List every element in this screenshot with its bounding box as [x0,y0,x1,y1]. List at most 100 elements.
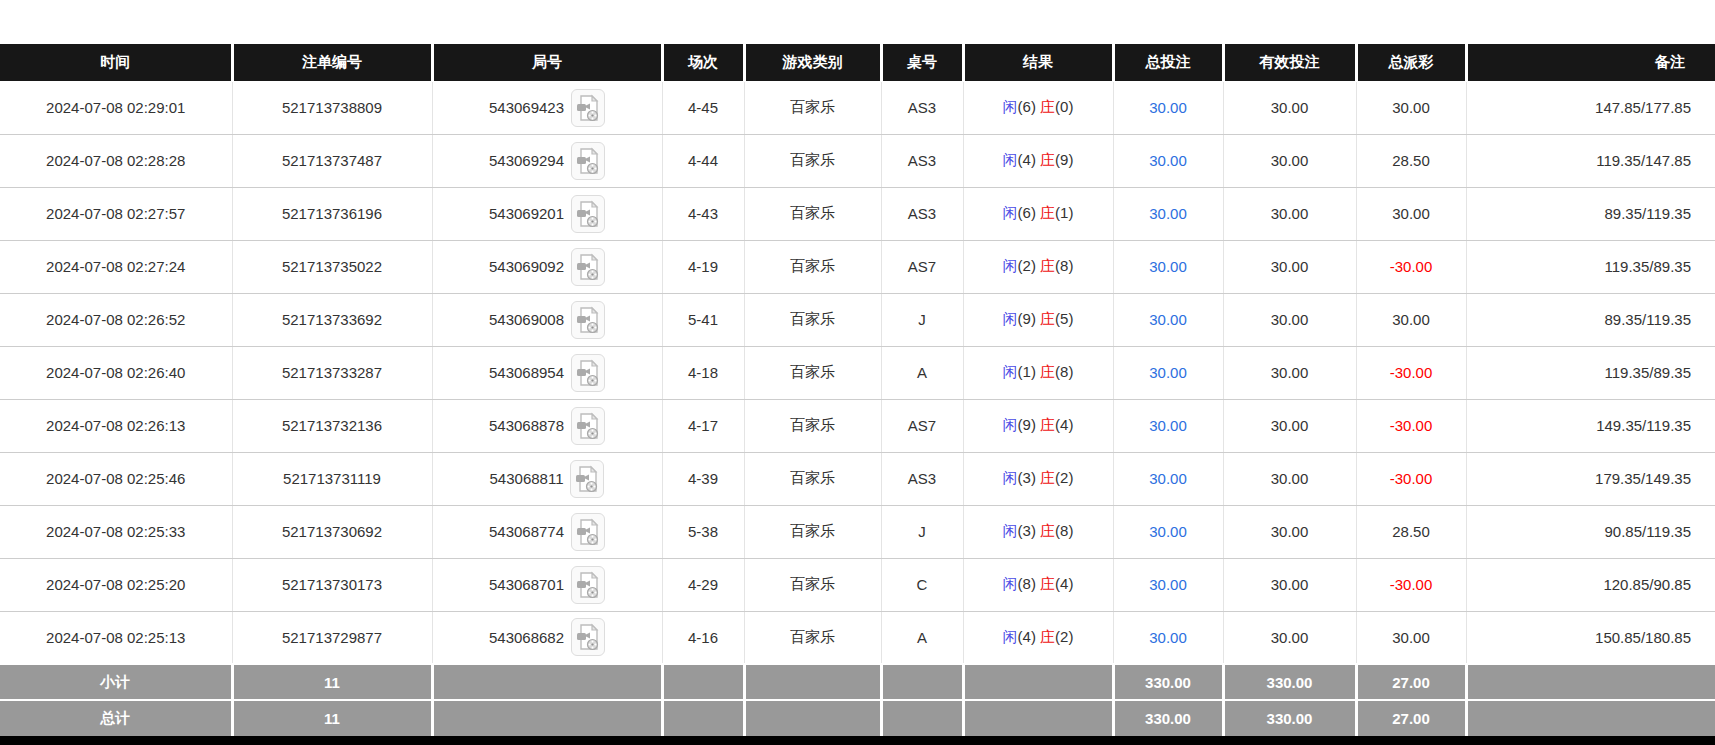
round-no-text: 543068774 [489,523,564,540]
cell-remark: 119.35/147.85 [1466,134,1715,187]
total-payout-value: 28.50 [1392,523,1430,540]
video-record-icon[interactable] [570,460,604,498]
col-header-time: 时间 [0,44,232,81]
cell-session: 4-17 [662,399,744,452]
cell-table-no: AS3 [881,187,963,240]
cell-bet-id: 521713736196 [232,187,432,240]
cell-total-payout: -30.00 [1356,558,1466,611]
cell-valid-bet: 30.00 [1223,505,1356,558]
round-no-text: 543069423 [489,99,564,116]
cell-session: 4-39 [662,452,744,505]
result-player-points: (3) [1018,469,1041,486]
subtotal-total-bet: 330.00 [1113,664,1223,700]
total-bet-value: 30.00 [1149,629,1187,646]
cell-time: 2024-07-08 02:25:33 [0,505,232,558]
video-record-icon[interactable] [571,301,605,339]
cell-time: 2024-07-08 02:26:52 [0,293,232,346]
result-banker-points: (8) [1055,257,1073,274]
cell-total-payout: 30.00 [1356,611,1466,664]
cell-time: 2024-07-08 02:25:13 [0,611,232,664]
cell-game-type: 百家乐 [744,452,881,505]
round-no-with-video: 543068682 [489,618,605,656]
total-payout-value: 28.50 [1392,152,1430,169]
cell-remark: 89.35/119.35 [1466,293,1715,346]
grand-total-empty-cell [881,700,963,736]
result-banker-label: 庄 [1040,628,1055,645]
cell-remark: 119.35/89.35 [1466,240,1715,293]
video-record-icon[interactable] [571,248,605,286]
result-banker-label: 庄 [1040,522,1055,539]
video-record-icon[interactable] [571,354,605,392]
cell-total-payout: 28.50 [1356,134,1466,187]
cell-remark: 89.35/119.35 [1466,187,1715,240]
cell-remark: 119.35/89.35 [1466,346,1715,399]
col-header-game-type: 游戏类别 [744,44,881,81]
table-row: 2024-07-08 02:29:01521713738809543069423… [0,81,1715,134]
cell-valid-bet: 30.00 [1223,452,1356,505]
cell-table-no: AS3 [881,134,963,187]
cell-total-payout: -30.00 [1356,346,1466,399]
cell-table-no: C [881,558,963,611]
round-no-with-video: 543068954 [489,354,605,392]
cell-total-payout: -30.00 [1356,240,1466,293]
result-player-label: 闲 [1003,257,1018,274]
cell-round-no: 543068774 [432,505,662,558]
total-payout-value: -30.00 [1390,258,1433,275]
table-row: 2024-07-08 02:25:20521713730173543068701… [0,558,1715,611]
table-row: 2024-07-08 02:26:13521713732136 543068878… [0,399,1715,452]
result-player-points: (4) [1018,151,1041,168]
cell-bet-id: 521713730173 [232,558,432,611]
cell-game-type: 百家乐 [744,399,881,452]
cell-remark: 90.85/119.35 [1466,505,1715,558]
cell-total-bet: 30.00 [1113,240,1223,293]
video-record-icon[interactable] [571,142,605,180]
cell-bet-id: 521713729877 [232,611,432,664]
total-payout-value: -30.00 [1390,576,1433,593]
result-banker-points: (2) [1055,628,1073,645]
cell-total-payout: -30.00 [1356,399,1466,452]
cell-result: 闲(8) 庄(4) [963,558,1113,611]
cell-round-no: 543069201 [432,187,662,240]
cell-table-no: AS7 [881,399,963,452]
cell-bet-id: 521713732136 [232,399,432,452]
total-payout-value: 30.00 [1392,99,1430,116]
cell-game-type: 百家乐 [744,293,881,346]
total-bet-value: 30.00 [1149,99,1187,116]
video-record-icon[interactable] [571,407,605,445]
subtotal-row: 小计 11 330.00 330.00 27.00 [0,664,1715,700]
result-banker-label: 庄 [1040,257,1055,274]
round-no-text: 543068878 [489,417,564,434]
round-no-with-video: 543068811 [490,460,605,498]
result-player-label: 闲 [1003,98,1018,115]
cell-valid-bet: 30.00 [1223,81,1356,134]
grand-total-row: 总计 11 330.00 330.00 27.00 [0,700,1715,736]
cell-time: 2024-07-08 02:26:13 [0,399,232,452]
cell-session: 4-43 [662,187,744,240]
video-record-icon[interactable] [571,513,605,551]
round-no-text: 543068701 [489,576,564,593]
cell-table-no: J [881,293,963,346]
subtotal-count: 11 [232,664,432,700]
result-player-label: 闲 [1003,522,1018,539]
video-record-icon[interactable] [571,566,605,604]
cell-remark: 120.85/90.85 [1466,558,1715,611]
result-player-points: (4) [1018,628,1041,645]
cell-valid-bet: 30.00 [1223,293,1356,346]
grand-total-total-bet: 330.00 [1113,700,1223,736]
result-player-label: 闲 [1003,204,1018,221]
table-row: 2024-07-08 02:27:24521713735022543069092… [0,240,1715,293]
cell-valid-bet: 30.00 [1223,134,1356,187]
result-banker-label: 庄 [1040,363,1055,380]
cell-round-no: 543069423 [432,81,662,134]
cell-bet-id: 521713733287 [232,346,432,399]
bet-history-page: 时间 注单编号 局号 场次 游戏类别 桌号 结果 总投注 有效投注 总派彩 备注… [0,0,1715,745]
cell-game-type: 百家乐 [744,187,881,240]
grand-total-empty-cell [1466,700,1715,736]
video-record-icon[interactable] [571,618,605,656]
col-header-bet-id: 注单编号 [232,44,432,81]
round-no-text: 543069008 [489,311,564,328]
video-record-icon[interactable] [571,195,605,233]
cell-valid-bet: 30.00 [1223,346,1356,399]
video-record-icon[interactable] [571,89,605,127]
cell-bet-id: 521713730692 [232,505,432,558]
